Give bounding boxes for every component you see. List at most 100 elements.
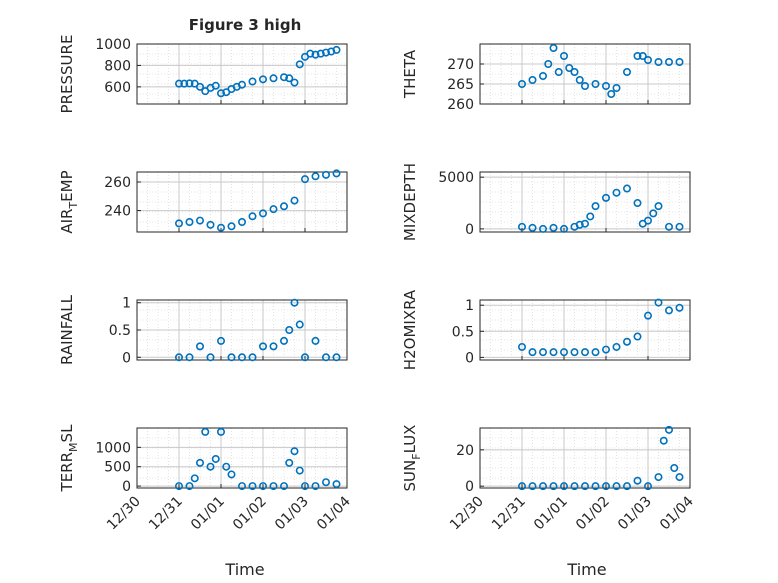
data-point xyxy=(290,78,299,87)
data-point xyxy=(190,474,199,483)
data-point xyxy=(607,90,616,99)
data-point xyxy=(175,353,184,362)
data-point xyxy=(528,482,537,491)
data-point xyxy=(269,342,278,351)
x-axis-label-left: Time xyxy=(224,560,264,579)
x-tick-label: 01/03 xyxy=(615,494,655,534)
data-point xyxy=(279,482,288,491)
data-point xyxy=(227,222,236,231)
data-point xyxy=(633,476,642,485)
y-tick-label: 5000 xyxy=(438,170,474,186)
axes-frame xyxy=(479,299,691,361)
data-point xyxy=(580,82,589,91)
data-point xyxy=(306,49,315,58)
data-point xyxy=(258,482,267,491)
y-tick-label: 260 xyxy=(104,175,131,191)
x-tick-label: 12/30 xyxy=(447,494,487,534)
data-point xyxy=(185,79,194,88)
data-point xyxy=(211,454,220,463)
data-point xyxy=(332,480,341,489)
subplot-2: 240 260 AIRTEMP xyxy=(58,169,348,234)
data-point xyxy=(258,209,267,218)
data-point xyxy=(586,212,595,221)
data-point xyxy=(206,462,215,471)
data-point xyxy=(316,49,325,58)
data-point xyxy=(675,222,684,231)
data-point xyxy=(559,348,568,357)
data-point xyxy=(664,57,673,66)
data-point xyxy=(248,77,257,86)
data-point xyxy=(659,436,668,445)
data-point xyxy=(248,353,257,362)
data-point xyxy=(643,482,652,491)
axes-frame xyxy=(479,171,691,233)
data-point xyxy=(248,482,257,491)
data-point xyxy=(290,196,299,205)
data-point xyxy=(570,348,579,357)
y-axis-label: PRESSURE xyxy=(58,35,76,114)
data-point xyxy=(622,184,631,193)
axes-frame xyxy=(136,427,348,489)
y-axis-label: SUNFLUX xyxy=(401,425,423,492)
data-point xyxy=(269,482,278,491)
data-point xyxy=(643,216,652,225)
data-point xyxy=(206,353,215,362)
data-point xyxy=(295,60,304,69)
data-point xyxy=(285,458,294,467)
data-point xyxy=(654,202,663,211)
data-point xyxy=(211,81,220,90)
data-point xyxy=(321,48,330,57)
data-point xyxy=(285,74,294,83)
data-point xyxy=(565,64,574,73)
data-point xyxy=(300,482,309,491)
data-point xyxy=(311,172,320,181)
subplot-4: 0 0.5 1 RAINFALL xyxy=(58,294,348,366)
data-point xyxy=(612,188,621,197)
data-point xyxy=(321,170,330,179)
data-point xyxy=(538,348,547,357)
data-point xyxy=(185,482,194,491)
data-point xyxy=(670,463,679,472)
data-point xyxy=(217,89,226,98)
data-point xyxy=(290,447,299,456)
y-tick-label: 0.5 xyxy=(452,324,474,340)
y-tick-label: 265 xyxy=(447,77,474,93)
y-tick-label: 600 xyxy=(104,80,131,96)
y-axis-label: MIXDEPTH xyxy=(401,163,419,241)
y-tick-label: 0 xyxy=(465,350,474,366)
data-point xyxy=(185,353,194,362)
axes-frame xyxy=(136,171,348,233)
data-point xyxy=(175,219,184,228)
x-tick-label: 12/31 xyxy=(146,494,186,534)
x-tick-label: 01/02 xyxy=(573,494,613,534)
data-point xyxy=(612,84,621,93)
data-point xyxy=(675,473,684,482)
data-point xyxy=(554,68,563,77)
data-point xyxy=(311,482,320,491)
x-tick-label: 01/01 xyxy=(188,494,228,534)
data-point xyxy=(175,79,184,88)
data-point xyxy=(238,482,247,491)
data-point xyxy=(258,75,267,84)
data-point xyxy=(285,325,294,334)
data-point xyxy=(300,353,309,362)
data-point xyxy=(601,193,610,202)
data-point xyxy=(201,427,210,436)
data-point xyxy=(227,470,236,479)
data-point xyxy=(217,427,226,436)
data-point xyxy=(332,169,341,178)
x-tick-label: 01/03 xyxy=(272,494,312,534)
data-point xyxy=(549,43,558,52)
data-point xyxy=(279,336,288,345)
subplot-6: 0 500 1000 12/30 12/31 01/01 01/02 01/03 01/04 TE… xyxy=(58,424,354,533)
data-point xyxy=(538,72,547,81)
data-point xyxy=(332,353,341,362)
data-point xyxy=(538,482,547,491)
data-point xyxy=(580,348,589,357)
data-point xyxy=(248,212,257,221)
data-point xyxy=(675,303,684,312)
data-point xyxy=(664,222,673,231)
data-point xyxy=(217,336,226,345)
data-point xyxy=(517,222,526,231)
